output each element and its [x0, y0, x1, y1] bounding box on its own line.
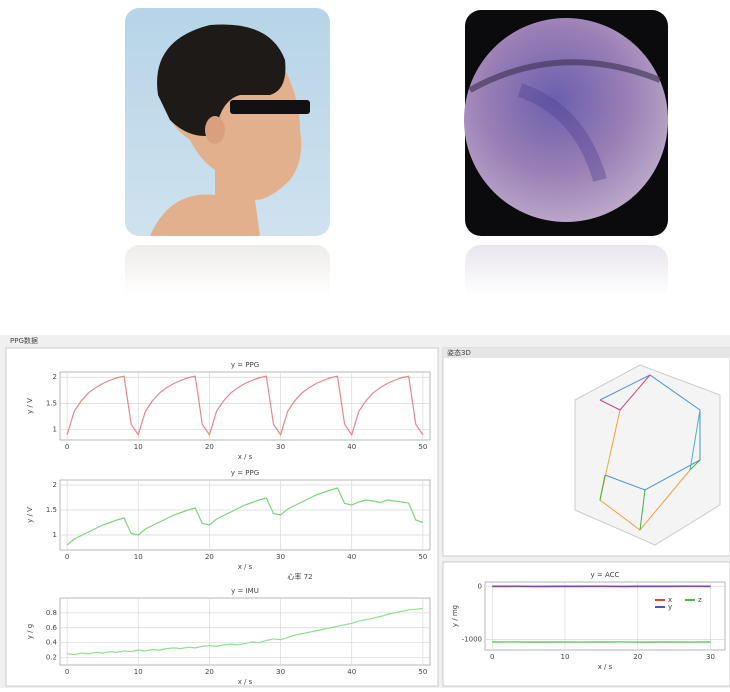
x-tick-label: 50: [418, 553, 427, 561]
x-tick-label: 50: [418, 443, 427, 451]
x-tick-label: 0: [65, 443, 69, 451]
y-axis-label: y / g: [26, 624, 34, 639]
cube-3d: [575, 365, 720, 545]
y-tick-label: 0.6: [46, 624, 58, 632]
plot-title: y = PPG: [231, 469, 259, 477]
x-tick-label: 20: [633, 653, 642, 661]
plot-title: y = IMU: [231, 587, 259, 595]
y-tick-label: 2: [53, 373, 57, 381]
y-tick-label: 1: [53, 531, 57, 539]
x-tick-label: 30: [276, 553, 285, 561]
x-tick-label: 0: [65, 668, 69, 676]
plot-title: y = PPG: [231, 361, 259, 369]
x-tick-label: 40: [347, 443, 356, 451]
legend-label: y: [668, 603, 672, 611]
y-axis-label: y / V: [26, 507, 34, 523]
y-tick-label: 1.5: [46, 399, 57, 407]
window-title: PPG数据: [10, 336, 38, 345]
plot-title: y = ACC: [591, 571, 620, 579]
plot-area: [485, 582, 725, 650]
x-tick-label: 10: [561, 653, 570, 661]
y-tick-label: 0: [478, 582, 482, 590]
x-tick-label: 30: [276, 668, 285, 676]
plot-area: [60, 598, 430, 665]
x-tick-label: 10: [134, 443, 143, 451]
legend-label: z: [698, 596, 702, 604]
x-tick-label: 0: [65, 553, 69, 561]
x-axis-label: x / s: [598, 663, 613, 671]
y-tick-label: 1: [53, 426, 57, 434]
reflection-fade: [100, 240, 700, 320]
y-tick-label: -1000: [462, 635, 482, 643]
x-tick-label: 10: [134, 553, 143, 561]
x-tick-label: 40: [347, 553, 356, 561]
y-axis-label: y / V: [26, 398, 34, 414]
panel-3d-title: 姿态3D: [447, 348, 471, 357]
status-text: 心率 72: [287, 572, 312, 581]
y-tick-label: 1.5: [46, 506, 57, 514]
x-tick-label: 20: [205, 553, 214, 561]
x-tick-label: 50: [418, 668, 427, 676]
y-tick-label: 0.4: [46, 639, 58, 647]
y-tick-label: 2: [53, 481, 57, 489]
x-tick-label: 20: [205, 668, 214, 676]
x-tick-label: 30: [706, 653, 715, 661]
x-tick-label: 30: [276, 443, 285, 451]
panel-3d-header: [443, 348, 730, 358]
x-tick-label: 40: [347, 668, 356, 676]
y-axis-label: y / mg: [451, 605, 459, 627]
x-axis-label: x / s: [238, 563, 253, 571]
y-tick-label: 0.2: [46, 654, 57, 662]
x-axis-label: x / s: [238, 453, 253, 461]
x-tick-label: 20: [205, 443, 214, 451]
y-tick-label: 0.8: [46, 609, 57, 617]
x-axis-label: x / s: [238, 678, 253, 686]
x-tick-label: 10: [134, 668, 143, 676]
x-tick-label: 0: [490, 653, 494, 661]
plot-area: [60, 480, 430, 550]
